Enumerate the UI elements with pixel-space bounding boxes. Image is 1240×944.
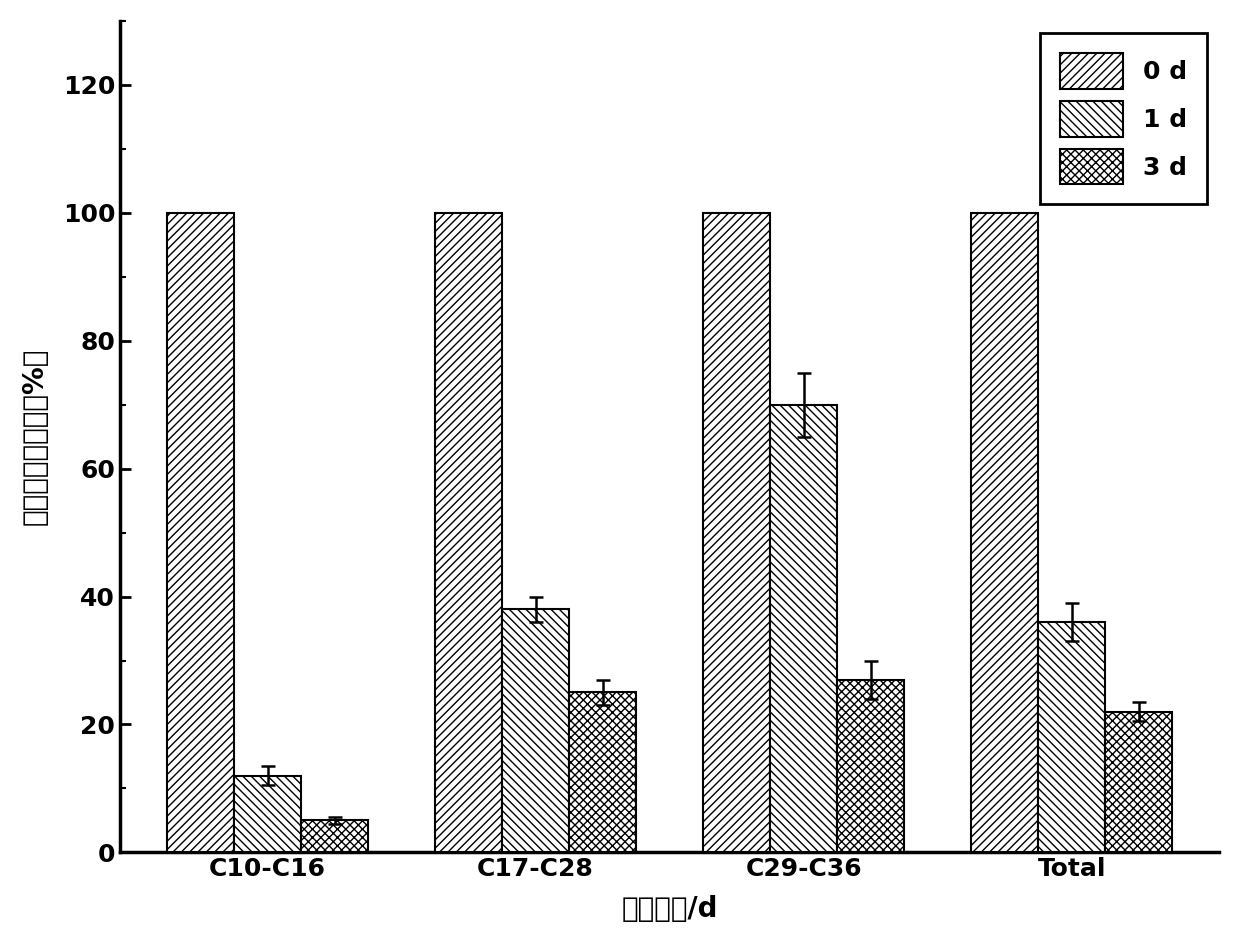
Y-axis label: 剩余石油烃含量（%）: 剩余石油烃含量（%） (21, 348, 48, 525)
Bar (837, 680, 904, 852)
X-axis label: 降解天数/d: 降解天数/d (621, 895, 718, 923)
Bar (1105, 712, 1172, 852)
Bar (569, 693, 636, 852)
Bar (435, 212, 502, 852)
Bar (971, 212, 1038, 852)
Bar (770, 405, 837, 852)
Bar (234, 776, 301, 852)
Bar (1038, 622, 1105, 852)
Bar (703, 212, 770, 852)
Bar (502, 609, 569, 852)
Legend: 0 d, 1 d, 3 d: 0 d, 1 d, 3 d (1040, 33, 1207, 205)
Bar (301, 820, 368, 852)
Bar (167, 212, 234, 852)
